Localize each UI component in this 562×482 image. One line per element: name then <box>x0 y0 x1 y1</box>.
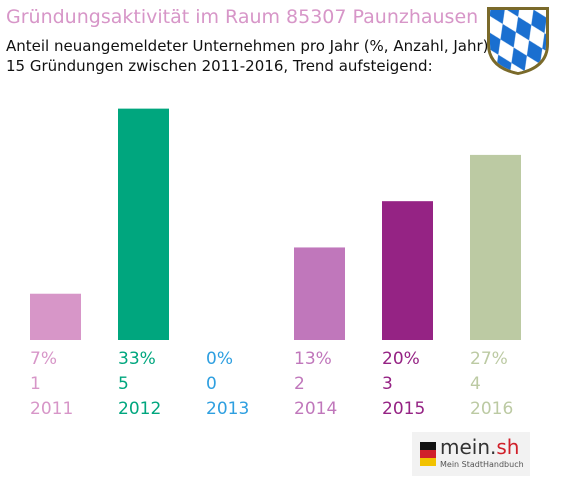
count-label-2013: 0 <box>206 374 217 394</box>
logo-tagline: Mein StadtHandbuch <box>440 460 524 469</box>
percent-label-2013: 0% <box>206 349 233 369</box>
year-label-2012: 2012 <box>118 399 161 419</box>
count-label-2014: 2 <box>294 374 305 394</box>
bar-2015 <box>382 201 433 340</box>
count-label-2012: 5 <box>118 374 129 394</box>
subtitle-line-1: Anteil neuangemeldeter Unternehmen pro J… <box>6 37 489 55</box>
count-label-2016: 4 <box>470 374 481 394</box>
subtitle-line-2: 15 Gründungen zwischen 2011-2016, Trend … <box>6 57 433 75</box>
bar-2011 <box>30 293 81 340</box>
mein-sh-logo: mein.sh Mein StadtHandbuch <box>412 432 530 476</box>
percent-label-2012: 33% <box>118 349 156 369</box>
bar-2016 <box>470 154 521 340</box>
logo-wordmark: mein.sh <box>440 435 520 459</box>
germany-map-icon <box>420 442 436 466</box>
year-label-2011: 2011 <box>30 399 73 419</box>
percent-label-2016: 27% <box>470 349 508 369</box>
percent-label-2011: 7% <box>30 349 57 369</box>
chart-title: Gründungsaktivität im Raum 85307 Paunzha… <box>6 6 479 28</box>
labels-group: 7% 1 2011 33% 5 2012 0% 0 2013 13% 2 2014 20% 3 2015 27… <box>30 349 513 419</box>
year-label-2013: 2013 <box>206 399 249 419</box>
bar-2014 <box>294 247 345 340</box>
chart-subtitle: Anteil neuangemeldeter Unternehmen pro J… <box>6 36 489 76</box>
count-label-2011: 1 <box>30 374 41 394</box>
year-label-2016: 2016 <box>470 399 513 419</box>
bar-2012 <box>118 108 169 341</box>
bar-chart: 7% 1 2011 33% 5 2012 0% 0 2013 13% 2 2014 20% 3 2015 27… <box>30 108 521 419</box>
year-label-2014: 2014 <box>294 399 337 419</box>
bars-group <box>30 108 521 341</box>
bavaria-coat-of-arms-icon <box>487 7 549 75</box>
count-label-2015: 3 <box>382 374 393 394</box>
percent-label-2014: 13% <box>294 349 332 369</box>
percent-label-2015: 20% <box>382 349 420 369</box>
year-label-2015: 2015 <box>382 399 425 419</box>
